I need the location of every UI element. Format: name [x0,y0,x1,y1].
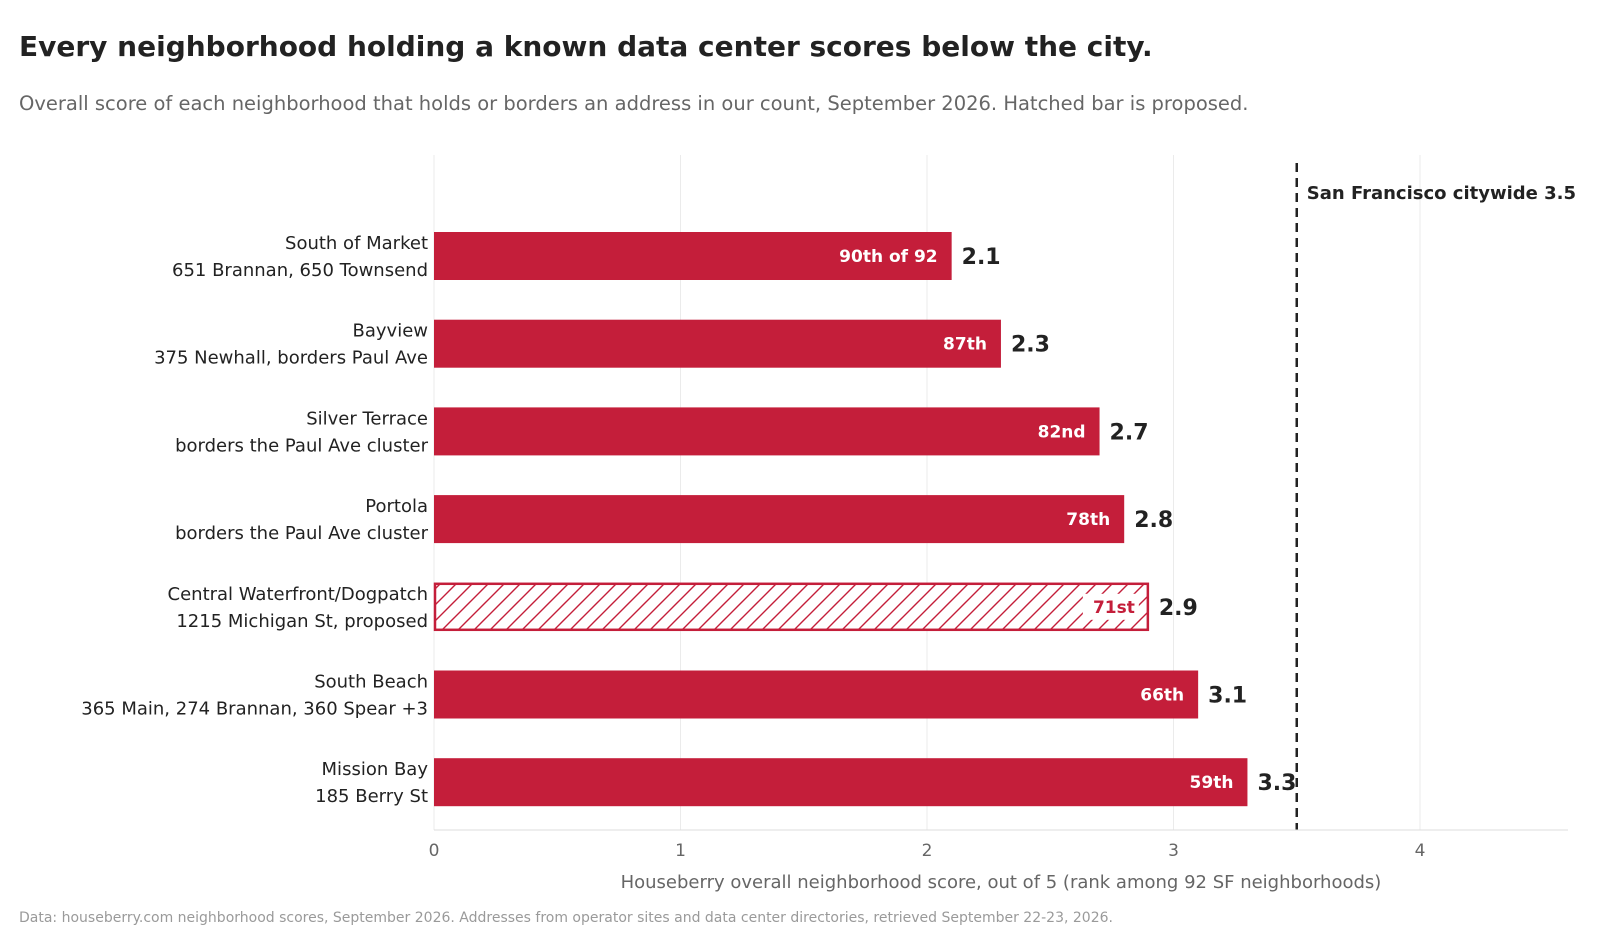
category-name: Central Waterfront/Dogpatch [168,584,428,605]
rank-label: 66th [1140,686,1184,706]
bar-proposed [433,582,1150,632]
category-detail: borders the Paul Ave cluster [175,435,429,456]
category-name: South Beach [314,672,428,693]
category-name: Portola [365,496,428,517]
value-label: 3.1 [1208,684,1247,709]
value-label: 2.8 [1134,508,1173,533]
rank-label: 78th [1066,510,1110,530]
bar [434,319,1001,368]
labels: South of Market 651 Brannan, 650 Townsend… [81,163,1576,830]
source-note: Data: houseberry.com neighborhood scores… [19,910,1113,926]
bar [434,232,952,280]
category-detail: 651 Brannan, 650 Townsend [172,260,428,281]
x-tick-label: 2 [922,841,933,861]
bar [434,758,1248,807]
category-name: South of Market [285,233,428,254]
rank-label: 87th [943,335,987,355]
category-detail: 1215 Michigan St, proposed [176,611,428,632]
bars [433,232,1248,807]
category-detail: borders the Paul Ave cluster [175,523,429,544]
category-detail: 375 Newhall, borders Paul Ave [154,348,428,369]
x-axis: 0 1 2 3 4 Houseberry overall neighborhood sco… [429,829,1568,893]
rank-label: 82nd [1038,422,1086,442]
x-tick-label: 3 [1168,841,1179,861]
bar [434,407,1100,456]
bar [434,670,1199,719]
category-detail: 185 Berry St [315,786,428,807]
rank-label: 71st [1093,598,1135,618]
rank-label-background [1082,593,1139,620]
value-label: 3.3 [1257,771,1296,796]
chart-subtitle: Overall score of each neighborhood that … [19,92,1249,115]
x-tick-label: 0 [429,841,440,861]
citywide-reference-label: San Francisco citywide 3.5 [1307,183,1576,204]
category-name: Bayview [353,321,428,342]
category-name: Mission Bay [322,759,429,780]
x-tick-label: 4 [1415,841,1426,861]
value-label: 2.9 [1159,596,1198,621]
rank-label: 59th [1190,773,1234,793]
chart-title: Every neighborhood holding a known data … [19,30,1153,63]
bar [434,495,1125,544]
rank-label: 90th of 92 [839,247,937,267]
value-label: 2.1 [962,245,1001,270]
x-tick-label: 1 [675,841,686,861]
x-axis-title: Houseberry overall neighborhood score, o… [621,872,1382,893]
category-detail: 365 Main, 274 Brannan, 360 Spear +3 [81,699,428,720]
value-label: 2.3 [1011,333,1050,358]
value-label: 2.7 [1110,420,1149,445]
category-name: Silver Terrace [306,408,428,429]
